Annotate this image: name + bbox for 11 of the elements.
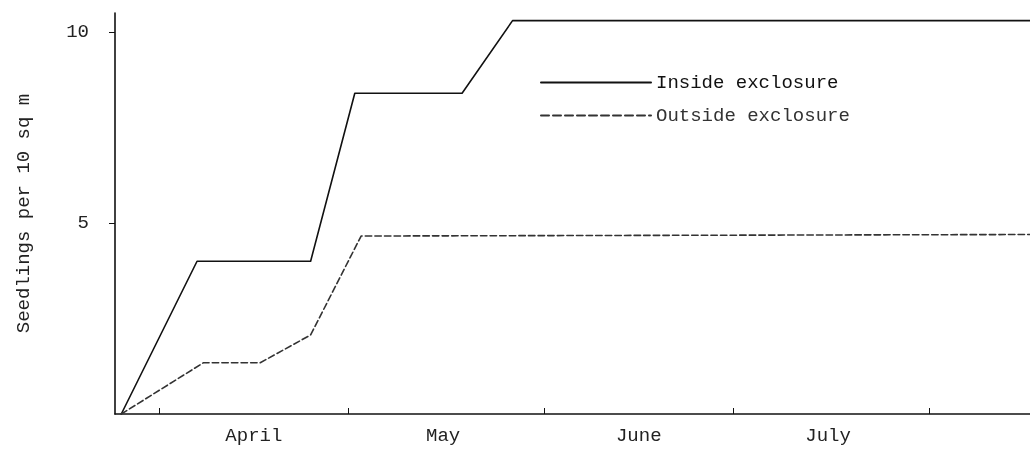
line-series	[120, 19, 1030, 415]
y-tick-label: 5	[77, 212, 89, 235]
text: Outside exclosure	[656, 104, 850, 127]
x-tick-label: June	[615, 424, 662, 447]
y-axis-title: Seedlings per 10 sq m	[12, 93, 35, 334]
x-tick-label: May	[426, 424, 461, 447]
x-tick-label: July	[805, 424, 851, 447]
x-tick-label: April	[225, 424, 283, 447]
text: Inside exclosure	[656, 71, 839, 94]
line-series	[120, 233, 1030, 415]
y-tick-label: 10	[66, 21, 89, 44]
